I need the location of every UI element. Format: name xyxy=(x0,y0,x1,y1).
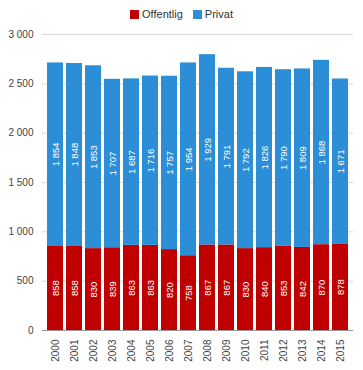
svg-text:2007: 2007 xyxy=(183,339,194,362)
svg-text:2014: 2014 xyxy=(316,339,327,362)
svg-text:1 707: 1 707 xyxy=(107,152,118,176)
svg-text:870: 870 xyxy=(316,280,327,296)
svg-text:2015: 2015 xyxy=(335,339,346,362)
svg-text:2010: 2010 xyxy=(240,339,251,362)
svg-text:1 671: 1 671 xyxy=(335,150,346,174)
svg-text:839: 839 xyxy=(107,281,118,297)
svg-text:2 000: 2 000 xyxy=(8,127,33,138)
svg-text:2004: 2004 xyxy=(126,339,137,362)
svg-text:853: 853 xyxy=(278,280,289,296)
svg-text:867: 867 xyxy=(221,280,232,296)
svg-text:1 868: 1 868 xyxy=(316,141,327,165)
svg-text:1 687: 1 687 xyxy=(126,150,137,174)
svg-text:1 792: 1 792 xyxy=(240,148,251,172)
svg-text:1 000: 1 000 xyxy=(8,226,33,237)
svg-text:1 716: 1 716 xyxy=(145,149,156,173)
svg-text:0: 0 xyxy=(28,325,34,336)
svg-text:867: 867 xyxy=(202,280,213,296)
html-text:Privat: Privat xyxy=(204,8,233,20)
svg-text:863: 863 xyxy=(145,280,156,296)
svg-text:758: 758 xyxy=(183,285,194,301)
svg-text:2001: 2001 xyxy=(69,339,80,362)
svg-text:1 757: 1 757 xyxy=(164,151,175,175)
svg-text:830: 830 xyxy=(240,282,251,298)
svg-text:2012: 2012 xyxy=(278,339,289,362)
svg-text:2 500: 2 500 xyxy=(8,78,33,89)
svg-text:1 790: 1 790 xyxy=(278,146,289,170)
html-text:Offentlig: Offentlig xyxy=(142,8,183,20)
svg-text:2008: 2008 xyxy=(202,339,213,362)
svg-text:1 848: 1 848 xyxy=(69,143,80,167)
svg-text:2013: 2013 xyxy=(297,339,308,362)
svg-text:1 809: 1 809 xyxy=(297,146,308,170)
svg-text:878: 878 xyxy=(335,279,346,295)
svg-text:840: 840 xyxy=(259,281,270,297)
svg-text:858: 858 xyxy=(69,280,80,296)
svg-text:500: 500 xyxy=(17,275,34,286)
svg-text:830: 830 xyxy=(88,282,99,298)
svg-text:1 826: 1 826 xyxy=(259,146,270,170)
svg-text:1 500: 1 500 xyxy=(8,177,33,188)
svg-text:2005: 2005 xyxy=(145,339,156,362)
svg-text:1 929: 1 929 xyxy=(202,138,213,162)
svg-text:2011: 2011 xyxy=(259,339,270,361)
svg-text:2000: 2000 xyxy=(50,339,61,362)
svg-text:1 791: 1 791 xyxy=(221,145,232,169)
svg-text:2003: 2003 xyxy=(107,339,118,362)
svg-text:2002: 2002 xyxy=(88,339,99,362)
svg-text:842: 842 xyxy=(297,281,308,297)
svg-text:863: 863 xyxy=(126,280,137,296)
svg-text:2009: 2009 xyxy=(221,339,232,362)
svg-text:858: 858 xyxy=(50,280,61,296)
svg-text:3 000: 3 000 xyxy=(8,29,33,40)
svg-text:1 854: 1 854 xyxy=(50,142,61,166)
svg-text:2006: 2006 xyxy=(164,339,175,362)
svg-text:1 853: 1 853 xyxy=(88,145,99,169)
svg-text:1 954: 1 954 xyxy=(183,147,194,171)
svg-text:820: 820 xyxy=(164,282,175,298)
